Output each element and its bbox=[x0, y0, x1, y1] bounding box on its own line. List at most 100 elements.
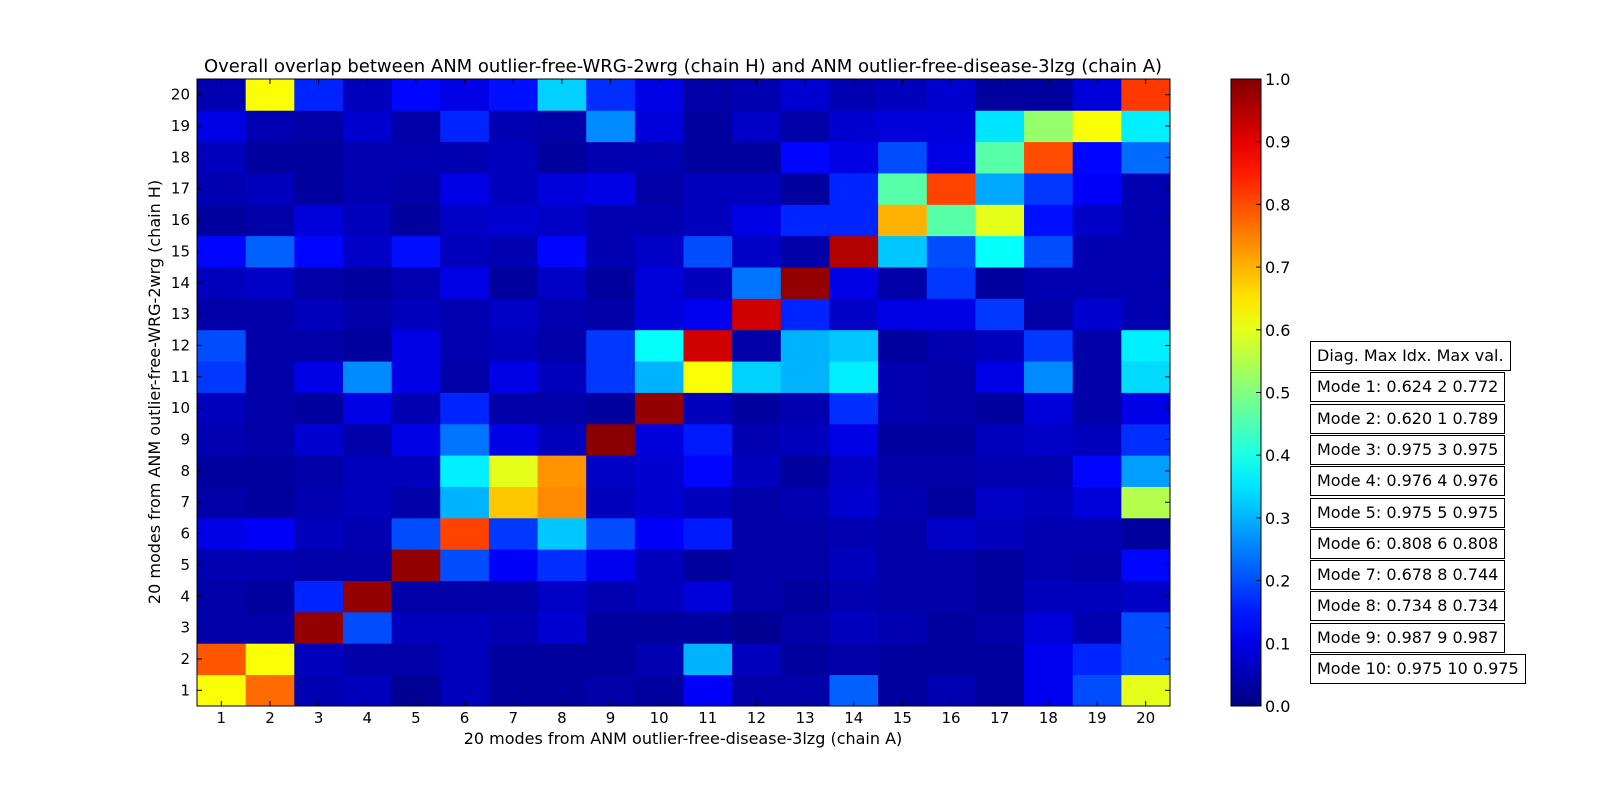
y-tick-label: 17 bbox=[171, 180, 190, 198]
heatmap-cell bbox=[440, 643, 490, 676]
heatmap-cell bbox=[342, 517, 392, 550]
heatmap-cell bbox=[197, 329, 247, 362]
heatmap-cell bbox=[780, 298, 830, 331]
heatmap-cell bbox=[878, 361, 928, 393]
heatmap-cell bbox=[537, 204, 587, 237]
x-tick-label: 19 bbox=[1087, 709, 1106, 727]
heatmap-cell bbox=[878, 611, 928, 644]
heatmap-cell bbox=[829, 517, 879, 550]
heatmap-cell bbox=[1024, 204, 1074, 237]
heatmap-cell bbox=[1121, 204, 1171, 237]
heatmap-cell bbox=[391, 329, 441, 362]
x-tick-label: 11 bbox=[698, 709, 717, 727]
heatmap-cell bbox=[537, 423, 587, 456]
heatmap-cell bbox=[634, 611, 684, 644]
heatmap-cell bbox=[829, 298, 879, 331]
heatmap-cell bbox=[975, 204, 1025, 237]
heatmap-cell bbox=[780, 643, 830, 676]
heatmap-cell bbox=[342, 235, 392, 268]
heatmap-cell bbox=[294, 517, 344, 550]
y-tick-label: 1 bbox=[180, 681, 190, 699]
heatmap-cell bbox=[488, 549, 538, 581]
heatmap-cell bbox=[391, 204, 441, 237]
heatmap-cell bbox=[197, 361, 247, 393]
heatmap-cell bbox=[537, 611, 587, 644]
heatmap-cell bbox=[878, 110, 928, 143]
y-tick-label: 14 bbox=[171, 274, 190, 292]
heatmap-cell bbox=[1072, 580, 1122, 613]
heatmap-cell bbox=[197, 110, 247, 143]
heatmap-cell bbox=[1024, 486, 1074, 519]
heatmap-cell bbox=[732, 611, 782, 644]
heatmap-cell bbox=[245, 392, 295, 425]
heatmap-cell bbox=[586, 329, 636, 362]
heatmap-cell bbox=[634, 329, 684, 362]
heatmap-cell bbox=[440, 235, 490, 268]
heatmap-cell bbox=[1121, 455, 1171, 487]
heatmap-cell bbox=[488, 423, 538, 456]
heatmap-cell bbox=[342, 267, 392, 299]
heatmap-cell bbox=[926, 549, 976, 581]
heatmap-cell bbox=[342, 392, 392, 425]
heatmap-cell bbox=[829, 580, 879, 613]
heatmap-cell bbox=[391, 173, 441, 205]
heatmap-cell bbox=[488, 486, 538, 519]
heatmap-cell bbox=[342, 486, 392, 519]
heatmap-cell bbox=[634, 392, 684, 425]
heatmap-cell bbox=[1024, 235, 1074, 268]
info-box-mode: Mode 6: 0.808 6 0.808 bbox=[1310, 528, 1506, 559]
heatmap-cell bbox=[780, 110, 830, 143]
heatmap-cell bbox=[878, 173, 928, 205]
heatmap-cell bbox=[1024, 455, 1074, 487]
heatmap-cell bbox=[878, 517, 928, 550]
heatmap-cell bbox=[391, 517, 441, 550]
heatmap-cell bbox=[245, 204, 295, 237]
heatmap-cell bbox=[586, 455, 636, 487]
heatmap-cell bbox=[829, 329, 879, 362]
heatmap-cell bbox=[634, 173, 684, 205]
heatmap-cell bbox=[732, 110, 782, 143]
heatmap-cell bbox=[1024, 298, 1074, 331]
heatmap-cell bbox=[488, 643, 538, 676]
heatmap-cell bbox=[1072, 361, 1122, 393]
heatmap-cell bbox=[1121, 423, 1171, 456]
heatmap-cell bbox=[1121, 392, 1171, 425]
heatmap-cell bbox=[1121, 361, 1171, 393]
heatmap-cell bbox=[391, 267, 441, 299]
heatmap-cell bbox=[342, 141, 392, 174]
heatmap-cell bbox=[1072, 329, 1122, 362]
heatmap-cell bbox=[732, 455, 782, 487]
heatmap-cell bbox=[391, 423, 441, 456]
heatmap-cell bbox=[829, 110, 879, 143]
y-tick-label: 5 bbox=[180, 556, 190, 574]
heatmap-cell bbox=[488, 235, 538, 268]
heatmap-cell bbox=[780, 517, 830, 550]
heatmap-cell bbox=[975, 486, 1025, 519]
heatmap-cell bbox=[391, 110, 441, 143]
heatmap-cell bbox=[683, 549, 733, 581]
y-tick-label: 2 bbox=[180, 650, 190, 668]
heatmap-cell bbox=[440, 361, 490, 393]
heatmap-cell bbox=[878, 423, 928, 456]
heatmap-cell bbox=[829, 549, 879, 581]
heatmap-cell bbox=[1024, 329, 1074, 362]
heatmap-cell bbox=[926, 423, 976, 456]
heatmap-cell bbox=[732, 549, 782, 581]
x-tick-label: 2 bbox=[265, 709, 275, 727]
colorbar-tick-label: 0.2 bbox=[1265, 572, 1290, 591]
heatmap-cell bbox=[1072, 549, 1122, 581]
heatmap-cell bbox=[586, 643, 636, 676]
heatmap-cell bbox=[975, 455, 1025, 487]
heatmap-cell bbox=[245, 643, 295, 676]
heatmap-cell bbox=[294, 423, 344, 456]
x-tick-label: 18 bbox=[1039, 709, 1058, 727]
heatmap-cell bbox=[488, 267, 538, 299]
heatmap-cell bbox=[1024, 173, 1074, 205]
heatmap-cell bbox=[683, 580, 733, 613]
heatmap-cell bbox=[683, 235, 733, 268]
heatmap-cell bbox=[245, 329, 295, 362]
heatmap-cell bbox=[732, 79, 782, 111]
heatmap-cell bbox=[586, 361, 636, 393]
heatmap-cell bbox=[926, 173, 976, 205]
